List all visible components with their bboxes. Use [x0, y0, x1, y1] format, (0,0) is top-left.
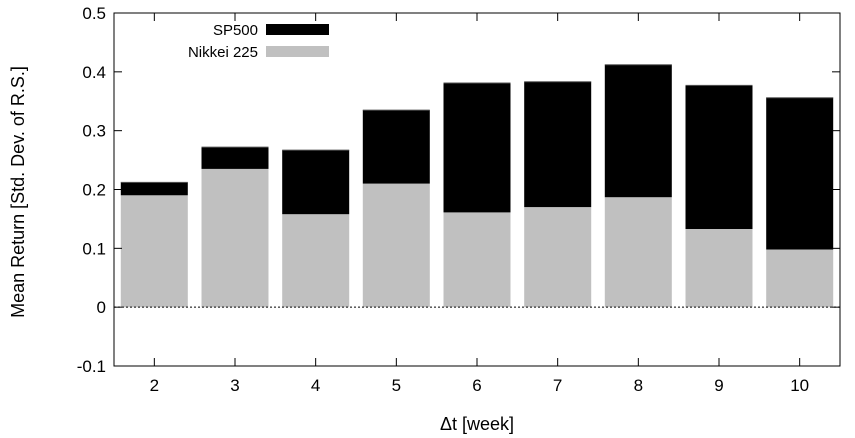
bar-sp500-5	[362, 110, 430, 184]
bar-sp500-8	[604, 64, 672, 198]
bar-nikkei-225-10	[766, 249, 834, 308]
bar-sp500-6	[443, 83, 511, 213]
bar-sp500-3	[201, 147, 269, 169]
bar-sp500-2	[120, 182, 188, 196]
y-tick-label: 0.5	[82, 4, 106, 23]
x-tick-label: 7	[553, 376, 562, 395]
legend: SP500 Nikkei 225	[188, 22, 329, 61]
legend-label: SP500	[213, 22, 258, 39]
bar-sp500-9	[685, 85, 753, 230]
y-axis-title: Mean Return [Std. Dev. of R.S.]	[8, 66, 28, 318]
x-tick-label: 5	[392, 376, 401, 395]
bar-nikkei-225-7	[524, 207, 592, 308]
x-axis-title: Δt [week]	[440, 414, 514, 434]
legend-swatch	[266, 24, 329, 35]
x-tick-label: 6	[472, 376, 481, 395]
x-ticks: 2 3 4 5 6 7 8 9 10	[150, 13, 809, 395]
y-tick-label: 0.3	[82, 122, 106, 141]
bar-sp500-10	[766, 97, 834, 250]
x-tick-label: 9	[714, 376, 723, 395]
y-ticks: -0.1 0 0.1 0.2 0.3 0.4 0.5	[77, 4, 840, 376]
bar-nikkei-225-3	[201, 168, 269, 308]
bar-nikkei-225-6	[443, 212, 511, 308]
bar-nikkei-225-4	[282, 214, 350, 308]
legend-swatch	[266, 46, 329, 57]
x-tick-label: 10	[790, 376, 809, 395]
y-tick-label: 0.2	[82, 181, 106, 200]
bar-nikkei-225-8	[604, 197, 672, 308]
bar-nikkei-225-2	[120, 195, 188, 308]
bar-nikkei-225-5	[362, 183, 430, 308]
x-tick-label: 2	[150, 376, 159, 395]
x-tick-label: 3	[230, 376, 239, 395]
y-tick-label: -0.1	[77, 357, 106, 376]
x-tick-label: 4	[311, 376, 320, 395]
bar-sp500-7	[524, 81, 592, 208]
y-tick-label: 0.4	[82, 63, 106, 82]
bars	[120, 64, 834, 308]
y-tick-label: 0	[97, 298, 106, 317]
bar-nikkei-225-9	[685, 228, 753, 308]
y-tick-label: 0.1	[82, 239, 106, 258]
legend-label: Nikkei 225	[188, 44, 258, 61]
x-tick-label: 8	[634, 376, 643, 395]
bar-sp500-4	[282, 150, 350, 215]
